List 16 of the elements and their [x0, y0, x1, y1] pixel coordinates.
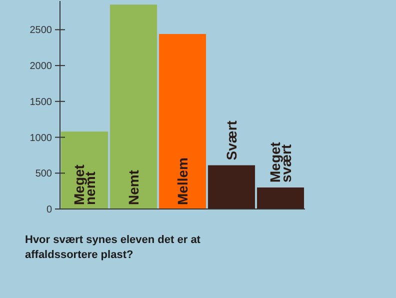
- y-tick-label: 1500: [30, 96, 52, 108]
- x-tick-label: Svært: [223, 120, 240, 160]
- y-tick-label: 500: [35, 168, 52, 180]
- x-tick-label: Mellem: [174, 158, 190, 205]
- x-tick-label: Meget nemt: [70, 164, 98, 205]
- y-tick-label: 2500: [30, 25, 52, 36]
- y-tick-label: 1000: [30, 132, 52, 144]
- bar: [110, 4, 158, 209]
- bar: [256, 187, 304, 209]
- x-tick-label: Meget svært: [266, 142, 294, 182]
- bar: [158, 34, 206, 209]
- x-tick-label: Nemt: [125, 170, 142, 205]
- y-tick-label: 0: [46, 204, 52, 216]
- text: Hvor svært synes eleven det er at affaldssortere plast?: [25, 234, 201, 261]
- bar: [208, 165, 256, 209]
- y-tick-label: 2000: [30, 61, 52, 72]
